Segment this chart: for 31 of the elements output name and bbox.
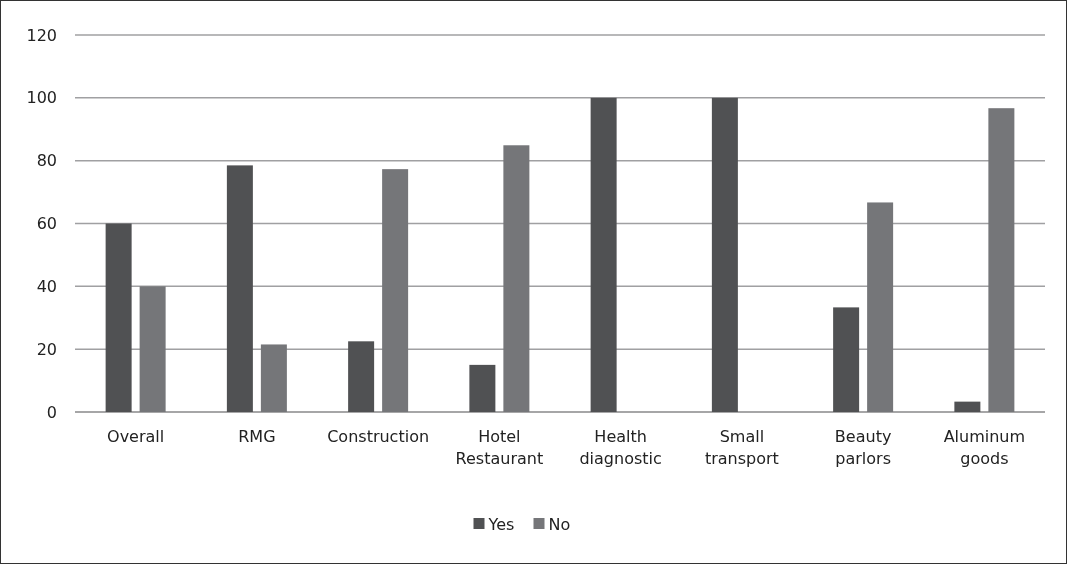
bar [382, 169, 409, 412]
x-tick-label: Aluminum goods [943, 427, 1026, 468]
bar [260, 344, 287, 412]
legend-label: Yes [487, 514, 515, 534]
y-tick-label: 0 [46, 402, 57, 422]
bar [954, 401, 981, 412]
x-tick-label: Small transport [704, 427, 779, 468]
y-tick-label: 80 [36, 151, 57, 171]
y-tick-label: 120 [26, 25, 57, 45]
x-tick-label: Hotel Restaurant [455, 427, 544, 468]
bar [105, 223, 132, 412]
y-tick-label: 60 [36, 214, 57, 234]
bar [139, 286, 166, 412]
y-tick-label: 40 [36, 276, 57, 296]
bar [867, 202, 894, 412]
y-tick-label: 100 [26, 88, 57, 108]
bar [833, 307, 860, 412]
x-tick-label: Health diagnostic [579, 427, 662, 468]
x-tick-label: RMG [238, 427, 276, 446]
y-tick-label: 20 [36, 339, 57, 359]
bar [711, 97, 738, 412]
x-tick-label: Overall [107, 427, 165, 446]
bar [590, 97, 617, 412]
bar [988, 108, 1015, 412]
x-tick-label: Construction [327, 427, 430, 446]
x-tick-label: Beauty parlors [834, 427, 892, 468]
legend-label: No [548, 514, 571, 534]
bar [503, 145, 530, 412]
bar [469, 364, 496, 412]
bar [348, 341, 375, 412]
bar [226, 165, 253, 412]
